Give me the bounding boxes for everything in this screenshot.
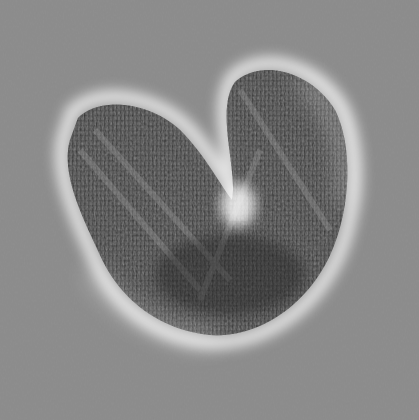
blob-halo bbox=[54, 56, 362, 350]
rim-highlight bbox=[85, 75, 353, 345]
central-highlight bbox=[220, 183, 256, 227]
